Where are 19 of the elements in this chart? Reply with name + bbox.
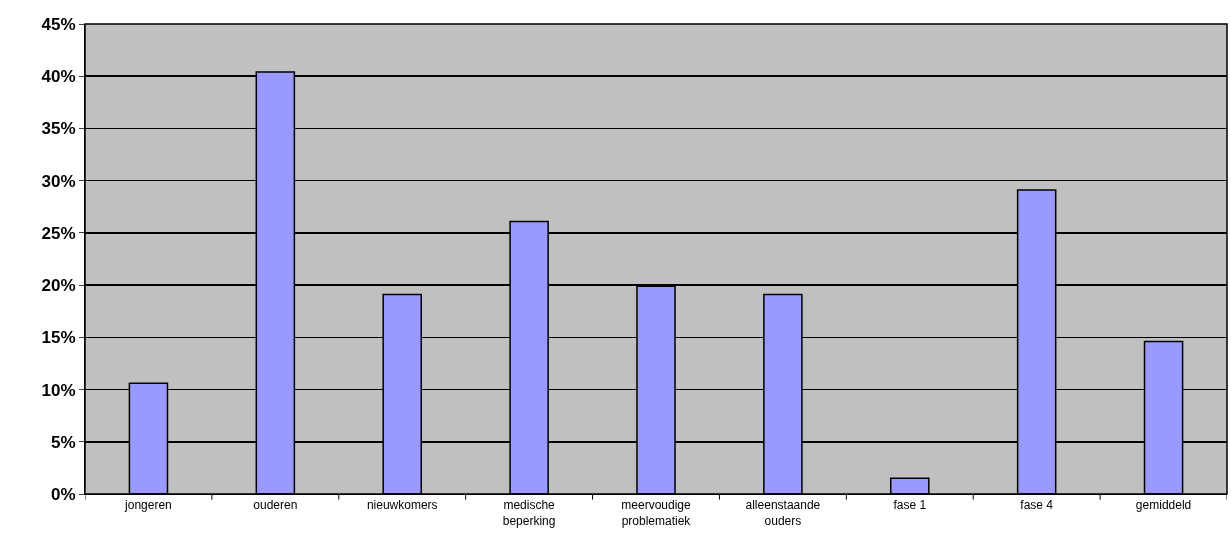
x-tick-label: gemiddeld — [1135, 498, 1192, 513]
x-tick-label: meervoudige problematiek — [621, 498, 692, 528]
y-tick-label: 30% — [41, 171, 76, 191]
y-tick-label: 35% — [41, 119, 76, 139]
x-tick-label: alleenstaande ouders — [745, 498, 821, 528]
y-tick-label: 10% — [41, 380, 76, 400]
x-tick-label: fase 4 — [1020, 498, 1054, 513]
x-tick-label: ouderen — [253, 498, 298, 513]
x-tick-label: nieuwkomers — [366, 498, 438, 513]
x-tick-label: medische beperking — [502, 498, 556, 528]
y-tick-label: 5% — [51, 432, 76, 452]
y-tick-label: 15% — [41, 328, 76, 348]
y-tick-label: 20% — [41, 276, 76, 296]
x-tick-label: fase 1 — [893, 498, 927, 513]
x-tick-label: jongeren — [124, 498, 172, 513]
y-tick-label: 25% — [41, 223, 76, 243]
y-tick-label: 40% — [41, 67, 76, 87]
y-tick-label: 0% — [51, 484, 76, 504]
y-tick-label: 45% — [41, 14, 76, 34]
